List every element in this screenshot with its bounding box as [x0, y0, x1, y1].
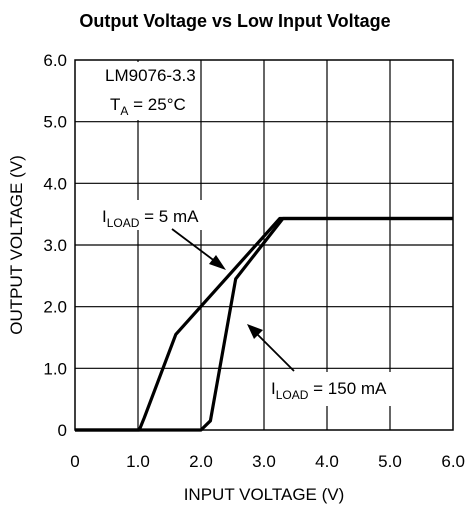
x-tick-label-4: 4.0 [315, 452, 339, 471]
x-tick-label-6: 6.0 [441, 452, 465, 471]
annotation-box-series2 [267, 372, 419, 406]
y-tick-label-0: 0 [58, 421, 67, 440]
y-axis-label: OUTPUT VOLTAGE (V) [7, 155, 26, 334]
x-tick-label-1: 1.0 [126, 452, 150, 471]
x-tick-labels: 0 1.0 2.0 3.0 4.0 5.0 6.0 [70, 452, 465, 471]
arrow-150ma [247, 324, 295, 372]
device-label: LM9076-3.3 [105, 66, 196, 85]
series-label-150ma: ILOAD = 150 mA [271, 379, 387, 402]
annotation-box-series1 [96, 200, 222, 230]
chart-title: Output Voltage vs Low Input Voltage [79, 11, 390, 31]
x-tick-label-0: 0 [70, 452, 79, 471]
annotation-box-device [95, 62, 200, 120]
y-tick-label-4: 4.0 [43, 174, 67, 193]
y-tick-label-1: 1.0 [43, 359, 67, 378]
y-tick-label-2: 2.0 [43, 298, 67, 317]
temperature-label: TA = 25°C [110, 95, 186, 118]
y-tick-label-3: 3.0 [43, 236, 67, 255]
y-tick-label-5: 5.0 [43, 113, 67, 132]
x-tick-label-2: 2.0 [189, 452, 213, 471]
grid [75, 60, 453, 430]
plot-frame [74, 59, 454, 431]
arrow-5ma [171, 228, 226, 270]
x-axis-label: INPUT VOLTAGE (V) [184, 485, 345, 504]
series-line-2 [75, 216, 453, 432]
series-lines [75, 216, 453, 432]
y-tick-labels: 0 1.0 2.0 3.0 4.0 5.0 6.0 [43, 51, 67, 440]
x-tick-label-3: 3.0 [252, 452, 276, 471]
y-tick-label-6: 6.0 [43, 51, 67, 70]
series-label-5ma: ILOAD = 5 mA [102, 207, 199, 230]
x-tick-label-5: 5.0 [378, 452, 402, 471]
